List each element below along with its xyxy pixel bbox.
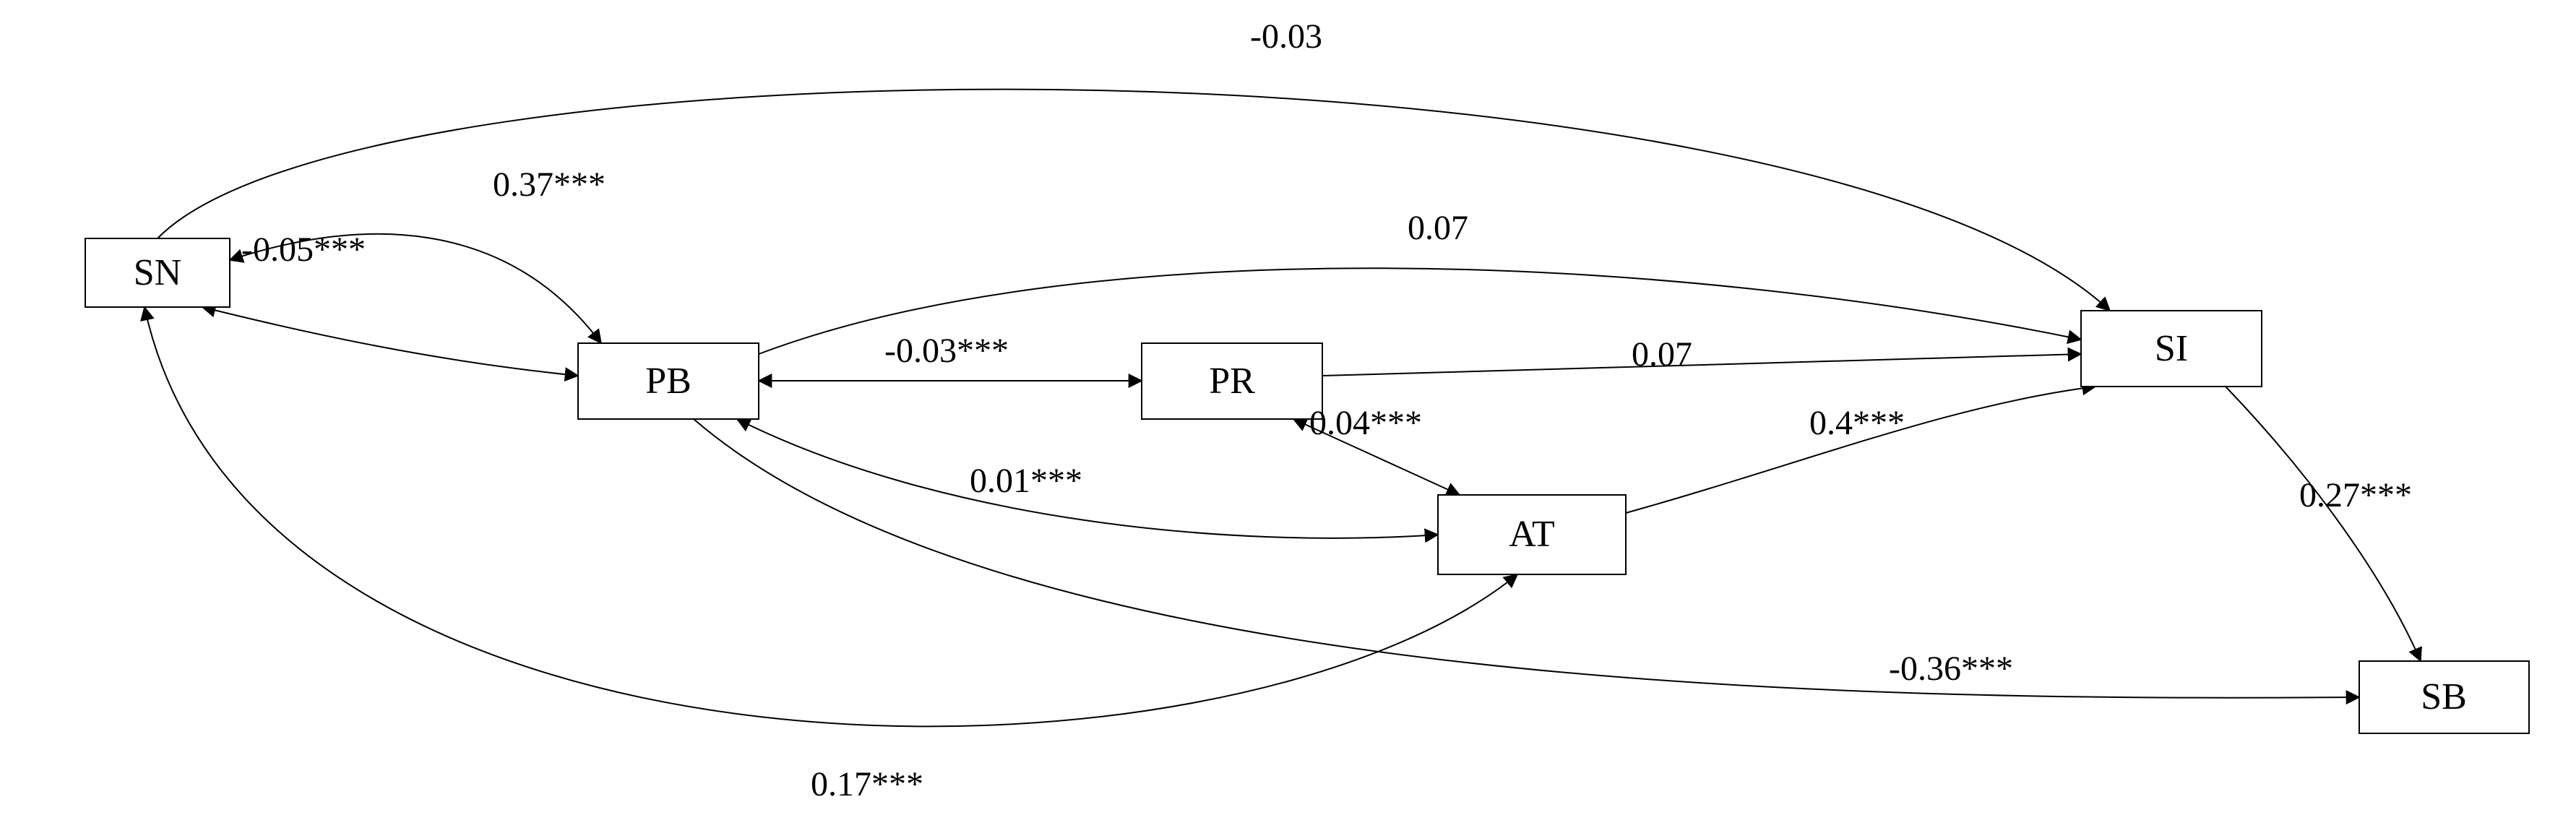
node-pr: PR — [1142, 343, 1322, 419]
edge-label-sn-pb-005: -0.05*** — [241, 230, 366, 269]
path-diagram: SN PB PR AT SI SB -0.03 0.37*** -0.05***… — [0, 0, 2576, 828]
edge-label-pb-at: 0.01*** — [970, 462, 1082, 500]
node-pb-label: PB — [645, 361, 692, 402]
edge-label-si-sb: 0.27*** — [2299, 476, 2412, 514]
edge-label-pb-sb: -0.36*** — [1889, 650, 2013, 688]
node-pb: PB — [578, 343, 759, 419]
node-at-label: AT — [1509, 514, 1555, 555]
node-sn-label: SN — [134, 252, 181, 293]
edge-label-pr-si: 0.07 — [1632, 335, 1692, 374]
node-si-label: SI — [2155, 328, 2188, 369]
edge-label-pb-si-007: 0.07 — [1408, 209, 1468, 247]
node-pr-label: PR — [1209, 361, 1255, 402]
node-sb: SB — [2359, 661, 2529, 733]
node-si: SI — [2081, 311, 2262, 387]
edge-label-sn-pb-037: 0.37*** — [493, 165, 606, 204]
edge-label-pr-at: 0.04*** — [1309, 404, 1422, 442]
edge-sn-pb-005 — [202, 307, 578, 376]
edge-label-sn-si-top: -0.03 — [1250, 17, 1322, 56]
edge-si-sb — [2226, 387, 2421, 661]
node-sn: SN — [85, 238, 230, 307]
edge-label-pb-pr: -0.03*** — [884, 332, 1009, 370]
edge-label-sn-at: 0.17*** — [811, 765, 923, 803]
edge-pr-si — [1322, 354, 2081, 376]
node-sb-label: SB — [2421, 676, 2467, 717]
node-at: AT — [1438, 495, 1626, 574]
edge-label-at-si: 0.4*** — [1809, 404, 1905, 442]
